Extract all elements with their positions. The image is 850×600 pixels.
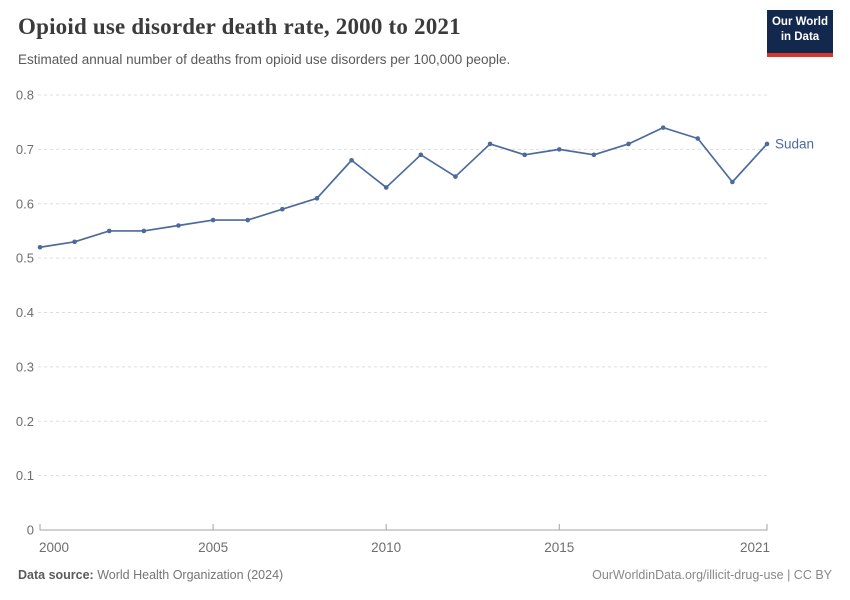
owid-logo[interactable]: Our World in Data [767, 10, 833, 57]
data-source: Data source: World Health Organization (… [18, 568, 283, 582]
data-point[interactable] [626, 141, 631, 147]
data-point[interactable] [660, 125, 666, 130]
y-axis-tick-label: 0.5 [16, 251, 34, 266]
x-axis-tick-label: 2021 [740, 540, 770, 555]
data-point[interactable] [245, 217, 251, 223]
y-axis-tick-label: 0.7 [16, 142, 34, 157]
y-axis-tick-label: 0.8 [16, 88, 34, 103]
x-axis-tick-label: 2010 [371, 540, 401, 555]
data-point[interactable] [280, 206, 285, 212]
credit-link[interactable]: OurWorldinData.org/illicit-drug-use | CC… [592, 568, 832, 582]
data-point[interactable] [314, 196, 320, 201]
x-axis-tick-label: 2000 [39, 540, 69, 555]
data-point[interactable] [591, 152, 597, 158]
data-point[interactable] [764, 141, 770, 147]
data-point[interactable] [418, 152, 424, 158]
data-point[interactable] [453, 174, 458, 179]
y-axis-tick-label: 0.6 [16, 196, 34, 211]
data-point[interactable] [141, 228, 147, 234]
data-point[interactable] [106, 228, 112, 234]
data-point[interactable] [556, 147, 562, 152]
x-axis-tick-label: 2015 [544, 540, 574, 555]
owid-logo-line1: Our World [771, 16, 828, 28]
owid-logo-accent-bar [767, 53, 833, 57]
y-axis-tick-label: 0.2 [16, 414, 34, 429]
y-axis-tick-label: 0.1 [16, 468, 34, 483]
data-point[interactable] [37, 244, 43, 250]
data-point[interactable] [487, 141, 493, 147]
chart-footer: Data source: World Health Organization (… [18, 568, 832, 582]
data-point[interactable] [695, 136, 701, 141]
sudan-line[interactable] [39, 126, 768, 249]
y-axis-tick-label: 0.4 [16, 305, 34, 320]
data-point[interactable] [383, 185, 389, 190]
x-axis-tick-label: 2005 [198, 540, 228, 555]
x-axis [39, 524, 768, 531]
y-axis-tick-label: 0 [27, 523, 34, 538]
data-point[interactable] [176, 223, 181, 228]
data-point[interactable] [349, 157, 354, 163]
chart-subtitle: Estimated annual number of deaths from o… [18, 52, 511, 67]
page-title: Opioid use disorder death rate, 2000 to … [18, 14, 461, 39]
series-label[interactable]: Sudan [775, 136, 814, 151]
data-point[interactable] [210, 217, 216, 223]
data-point[interactable] [72, 239, 77, 245]
data-point[interactable] [522, 152, 527, 158]
data-source-text: World Health Organization (2024) [93, 568, 284, 582]
data-point[interactable] [730, 179, 735, 185]
data-source-label: Data source: [18, 568, 94, 582]
y-axis-tick-label: 0.3 [16, 359, 34, 374]
owid-logo-line2: in Data [780, 30, 820, 43]
